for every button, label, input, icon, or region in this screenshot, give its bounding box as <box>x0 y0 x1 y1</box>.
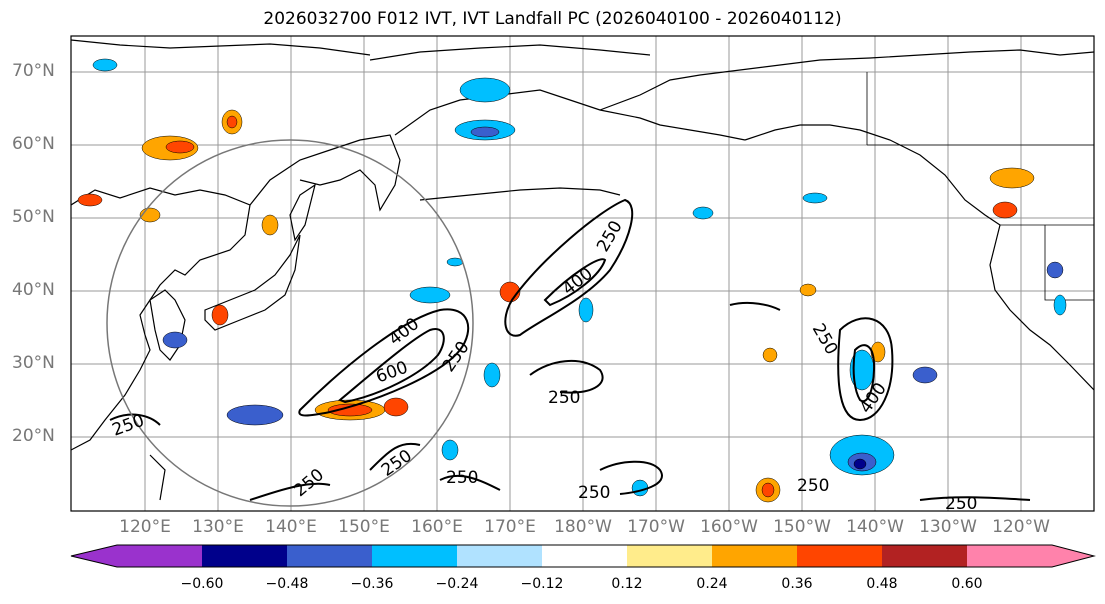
ivt-shading <box>77 58 1067 503</box>
colorbar-segment-8 <box>797 545 882 567</box>
colorbar-tick-label: 0.48 <box>866 576 898 592</box>
lon-label: 180°W <box>554 517 612 537</box>
colorbar-segment-0 <box>117 545 202 567</box>
map-title: 2026032700 F012 IVT, IVT Landfall PC (20… <box>263 9 842 29</box>
contour-label: 250 <box>378 446 416 481</box>
contour-label: 250 <box>110 411 147 441</box>
contour-label: 250 <box>548 388 580 408</box>
colorbar-segment-9 <box>882 545 967 567</box>
lat-label: 20°N <box>12 426 55 446</box>
colorbar-tick-label: −0.24 <box>435 576 479 592</box>
lon-label: 150°E <box>338 517 390 537</box>
colorbar-tick-label: 0.24 <box>696 576 728 592</box>
lon-label: 120°E <box>119 517 171 537</box>
colorbar-extend-high <box>1052 545 1094 567</box>
colorbar-tick-label: −0.60 <box>180 576 224 592</box>
lon-label: 130°W <box>919 517 977 537</box>
lat-label: 40°N <box>12 280 55 300</box>
coastlines <box>71 39 1094 501</box>
contour-label: 600 <box>373 358 410 388</box>
lon-label: 150°W <box>773 517 831 537</box>
colorbar-segment-10 <box>967 545 1052 567</box>
colorbar-segment-3 <box>372 545 457 567</box>
colorbar-tick-label: −0.12 <box>520 576 564 592</box>
contour-label: 250 <box>945 494 977 514</box>
colorbar <box>70 544 1096 568</box>
lon-label: 120°W <box>992 517 1050 537</box>
borders <box>866 72 1094 301</box>
colorbar-segment-1 <box>202 545 287 567</box>
colorbar-segment-2 <box>287 545 372 567</box>
contour-label: 250 <box>290 465 328 501</box>
landfall-circle <box>106 139 474 507</box>
colorbar-tick-label: 0.60 <box>951 576 983 592</box>
colorbar-tick-label: −0.48 <box>265 576 309 592</box>
map-frame <box>70 35 1095 512</box>
lat-label: 60°N <box>12 134 55 154</box>
lat-label: 30°N <box>12 353 55 373</box>
contour-label: 250 <box>578 483 610 503</box>
colorbar-segment-5 <box>542 545 627 567</box>
lon-label: 140°W <box>846 517 904 537</box>
lon-label: 160°W <box>700 517 758 537</box>
colorbar-segment-7 <box>712 545 797 567</box>
lon-label: 170°W <box>627 517 685 537</box>
lon-label: 170°E <box>484 517 536 537</box>
colorbar-tick-label: −0.36 <box>350 576 394 592</box>
lon-label: 140°E <box>265 517 317 537</box>
contour-label: 250 <box>446 468 478 488</box>
colorbar-segment-4 <box>457 545 542 567</box>
contour-label: 250 <box>797 476 829 496</box>
ivt-contours <box>109 198 1031 501</box>
colorbar-segment-6 <box>627 545 712 567</box>
colorbar-tick-label: 0.12 <box>611 576 643 592</box>
contour-label: 250 <box>808 320 842 358</box>
contour-label: 400 <box>559 264 597 300</box>
lat-label: 50°N <box>12 207 55 227</box>
lon-label: 130°E <box>192 517 244 537</box>
lon-label: 160°E <box>411 517 463 537</box>
lat-label: 70°N <box>12 61 55 81</box>
map-area: 400 600 250 250 400 250 250 250 250 250 … <box>71 36 1094 514</box>
colorbar-tick-label: 0.36 <box>781 576 813 592</box>
colorbar-extend-low <box>71 545 117 567</box>
